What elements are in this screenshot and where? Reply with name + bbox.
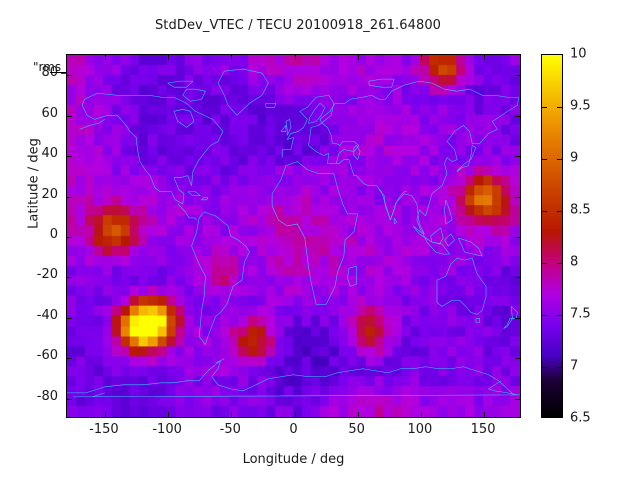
x-tick bbox=[357, 412, 359, 417]
stray-legend-text: "rms_ bbox=[33, 60, 68, 74]
stray-legend-rule bbox=[50, 72, 66, 73]
x-tick bbox=[104, 55, 106, 60]
colorbar-tick bbox=[557, 367, 562, 368]
x-tick bbox=[104, 412, 106, 417]
colorbar-gradient bbox=[542, 55, 562, 417]
y-tick bbox=[67, 237, 72, 238]
x-tick bbox=[231, 412, 233, 417]
y-tick bbox=[515, 358, 520, 360]
colorbar-tick bbox=[542, 107, 547, 108]
x-tick-label: 100 bbox=[407, 422, 433, 437]
y-tick bbox=[67, 398, 72, 400]
colorbar-tick-label: 7 bbox=[570, 358, 579, 374]
y-tick bbox=[67, 75, 72, 77]
x-tick bbox=[484, 55, 486, 60]
x-tick bbox=[420, 55, 422, 60]
plot-area[interactable] bbox=[66, 54, 521, 418]
colorbar-tick bbox=[542, 367, 547, 368]
y-axis-title: Latitude / deg bbox=[26, 138, 42, 229]
colorbar-tick bbox=[557, 159, 562, 160]
y-tick bbox=[67, 277, 72, 279]
x-tick-label: -150 bbox=[89, 422, 119, 437]
colorbar-tick bbox=[557, 315, 562, 316]
y-tick bbox=[67, 115, 72, 117]
x-axis-title: Longitude / deg bbox=[242, 452, 345, 467]
colorbar-tick bbox=[542, 263, 547, 264]
x-tick bbox=[168, 55, 170, 60]
y-tick bbox=[515, 317, 520, 319]
y-tick bbox=[67, 358, 72, 360]
x-tick bbox=[294, 55, 296, 60]
x-tick-label: 150 bbox=[470, 422, 496, 437]
colorbar-tick bbox=[557, 263, 562, 264]
y-tick bbox=[515, 196, 520, 198]
chart-title: StdDev_VTEC / TECU 20100918_261.64800 bbox=[154, 18, 442, 33]
x-tick bbox=[357, 55, 359, 60]
colorbar-tick-label: 7.5 bbox=[570, 306, 591, 322]
y-tick bbox=[515, 277, 520, 279]
colorbar-tick-label: 8.5 bbox=[570, 202, 591, 218]
x-tick-label: 50 bbox=[348, 422, 365, 437]
x-tick bbox=[420, 412, 422, 417]
x-tick bbox=[168, 412, 170, 417]
vtec-stddev-heatmap bbox=[67, 55, 520, 417]
colorbar-tick-label: 6.5 bbox=[570, 410, 591, 426]
colorbar-tick-label: 8 bbox=[570, 254, 579, 270]
x-tick bbox=[294, 412, 296, 417]
x-tick-label: -50 bbox=[219, 422, 241, 437]
y-tick bbox=[67, 156, 72, 158]
y-tick bbox=[67, 317, 72, 319]
colorbar[interactable] bbox=[541, 54, 563, 418]
colorbar-tick bbox=[542, 315, 547, 316]
y-tick bbox=[515, 75, 520, 77]
colorbar-tick-label: 9.5 bbox=[570, 98, 591, 114]
y-tick bbox=[515, 398, 520, 400]
y-tick bbox=[515, 237, 520, 238]
colorbar-tick-label: 10 bbox=[570, 46, 587, 62]
y-tick bbox=[67, 196, 72, 198]
y-tick bbox=[515, 156, 520, 158]
colorbar-tick bbox=[542, 211, 547, 212]
colorbar-tick bbox=[557, 211, 562, 212]
colorbar-tick bbox=[542, 159, 547, 160]
x-tick-label: 0 bbox=[289, 422, 298, 437]
colorbar-tick bbox=[557, 107, 562, 108]
y-tick bbox=[515, 115, 520, 117]
x-tick-label: -100 bbox=[152, 422, 182, 437]
x-tick bbox=[231, 55, 233, 60]
colorbar-tick-label: 9 bbox=[570, 150, 579, 166]
x-tick bbox=[484, 412, 486, 417]
